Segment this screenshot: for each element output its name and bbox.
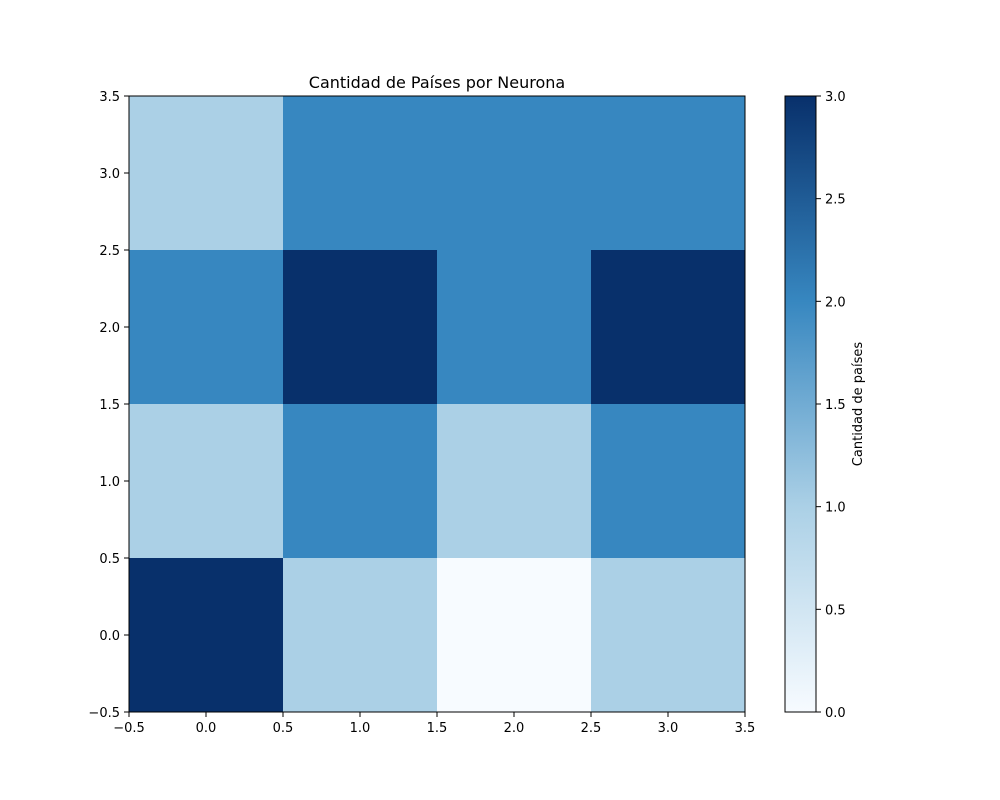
y-axis: −0.5 0.0 0.5 1.0 1.5 2.0 2.5 3.0 3.5 <box>88 90 129 721</box>
colorbar-tick-label: 3.0 <box>825 90 846 105</box>
x-tick-label: −0.5 <box>113 721 145 736</box>
colorbar-tick-label: 0.5 <box>825 603 846 618</box>
y-tick-label: 3.0 <box>99 167 120 182</box>
y-tick-label: 1.5 <box>99 398 120 413</box>
y-tick-label: 0.5 <box>99 552 120 567</box>
colorbar-scale <box>784 95 817 713</box>
colorbar-tick-label: 2.5 <box>825 193 846 208</box>
heatmap-cell-3-2 <box>437 96 591 250</box>
heatmap-cell-3-1 <box>283 96 437 250</box>
x-tick-label: 2.0 <box>504 721 525 736</box>
heatmap-cells <box>129 96 745 712</box>
heatmap-cell-3-0 <box>129 96 283 250</box>
y-tick-label: −0.5 <box>88 706 120 721</box>
heatmap-cell-3-3 <box>591 96 745 250</box>
colorbar-tick-label: 0.0 <box>825 706 846 721</box>
heatmap-cell-0-1 <box>283 558 437 712</box>
heatmap-cell-1-1 <box>283 404 437 558</box>
x-tick-label: 0.5 <box>273 721 294 736</box>
heatmap-cell-2-1 <box>283 250 437 404</box>
heatmap-cell-1-3 <box>591 404 745 558</box>
heatmap-cell-2-0 <box>129 250 283 404</box>
heatmap-cell-0-2 <box>437 558 591 712</box>
x-tick-label: 1.5 <box>427 721 448 736</box>
colorbar-tick-label: 1.5 <box>825 398 846 413</box>
heatmap-cell-2-2 <box>437 250 591 404</box>
x-tick-label: 0.0 <box>196 721 217 736</box>
y-tick-label: 3.5 <box>99 90 120 105</box>
x-tick-label: 3.0 <box>658 721 679 736</box>
y-tick-label: 1.0 <box>99 475 120 490</box>
heatmap-cell-0-3 <box>591 558 745 712</box>
heatmap-cell-1-2 <box>437 404 591 558</box>
x-tick-label: 1.0 <box>350 721 371 736</box>
colorbar-label: Cantidad de países <box>851 342 866 467</box>
heatmap-cell-0-0 <box>129 558 283 712</box>
x-tick-label: 2.5 <box>581 721 602 736</box>
heatmap-cell-2-3 <box>591 250 745 404</box>
chart-title: Cantidad de Países por Neurona <box>309 73 565 92</box>
x-tick-label: 3.5 <box>735 721 756 736</box>
colorbar-tick-label: 1.0 <box>825 501 846 516</box>
heatmap-cell-1-0 <box>129 404 283 558</box>
colorbar: 0.0 0.5 1.0 1.5 2.0 2.5 3.0 <box>784 90 846 721</box>
y-tick-label: 2.5 <box>99 244 120 259</box>
x-axis: −0.5 0.0 0.5 1.0 1.5 2.0 2.5 3.0 3.5 <box>113 712 755 736</box>
colorbar-tick-label: 2.0 <box>825 295 846 310</box>
y-tick-label: 2.0 <box>99 321 120 336</box>
y-tick-label: 0.0 <box>99 629 120 644</box>
